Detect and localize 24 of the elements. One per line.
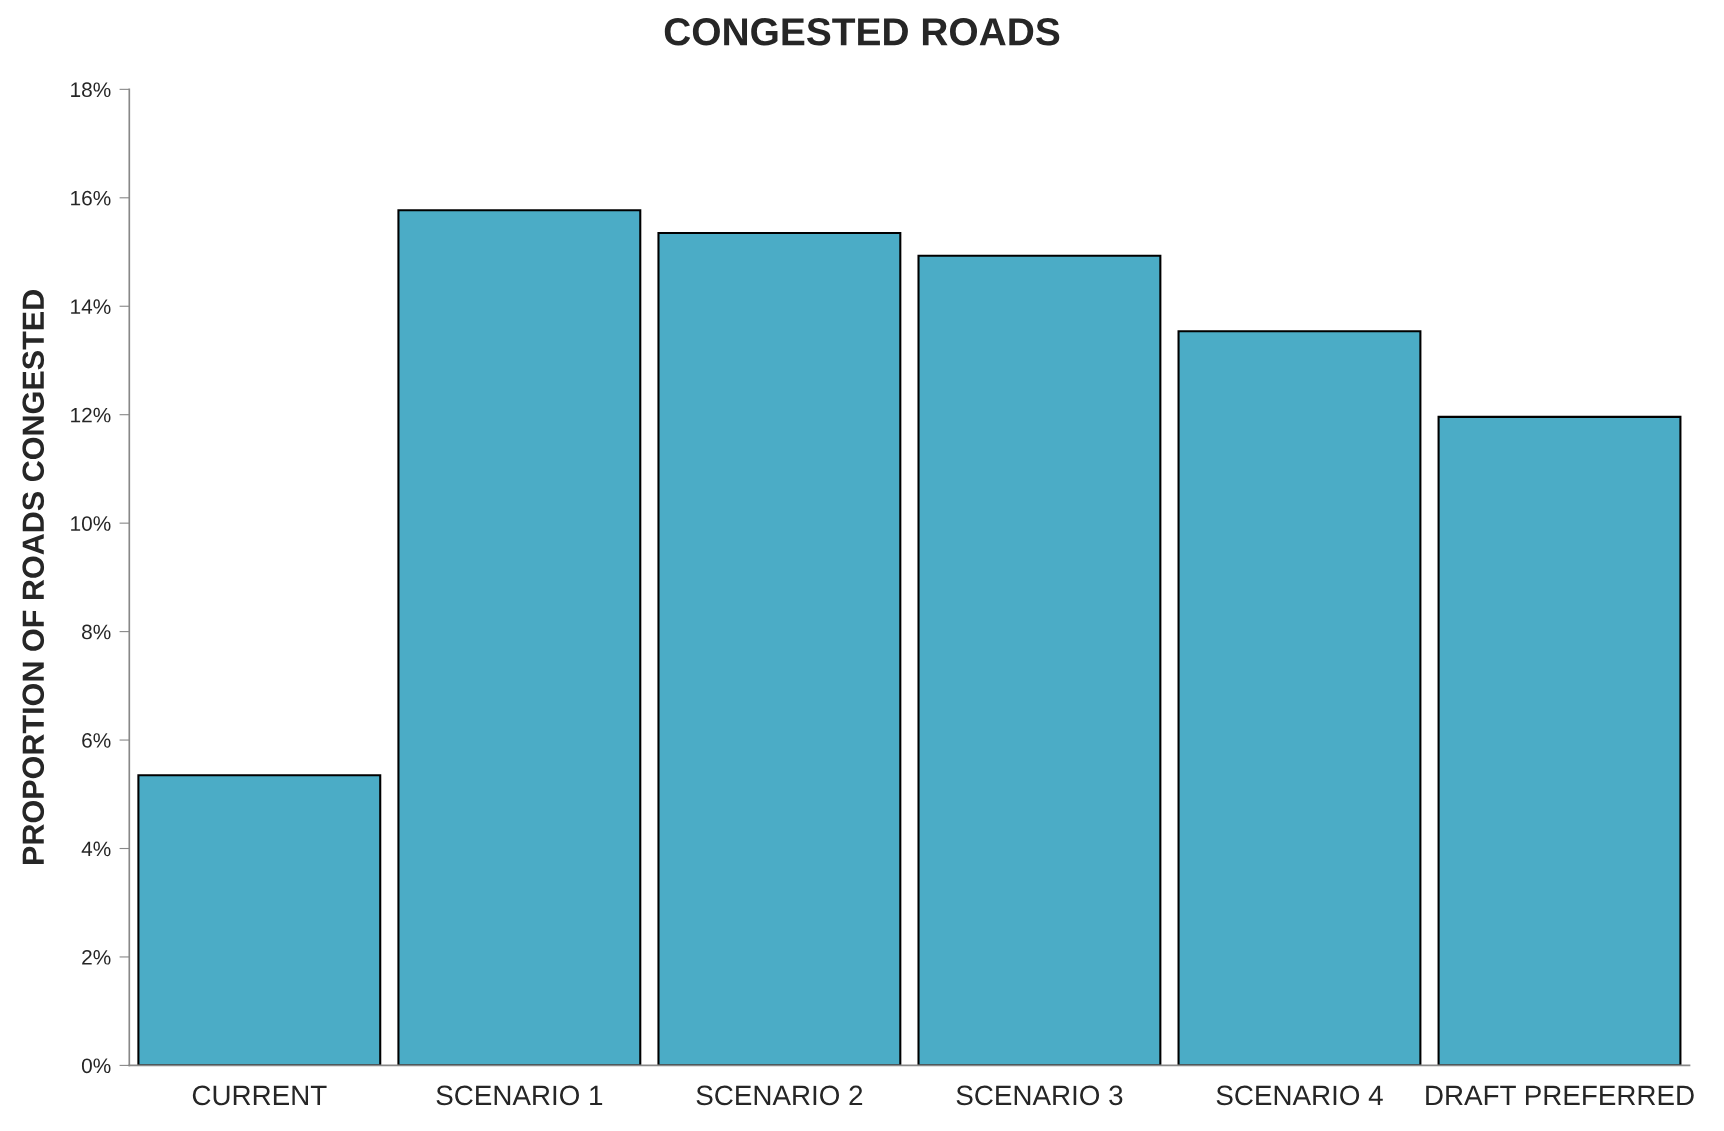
bar — [137, 774, 382, 1066]
y-tick-label: 2% — [82, 949, 111, 965]
bar — [657, 232, 902, 1066]
bar — [917, 254, 1162, 1066]
x-tick-label: SCENARIO 4 — [1216, 1085, 1383, 1106]
y-tick-label: 16% — [71, 190, 111, 206]
y-tick-label: 6% — [82, 733, 111, 748]
y-tick-label: 0% — [81, 1058, 111, 1074]
y-axis-title: PROPORTION OF ROADS CONGESTED — [22, 290, 45, 864]
bar — [397, 209, 642, 1066]
y-tick-label: 14% — [71, 299, 111, 314]
y-tick-label: 18% — [71, 82, 111, 98]
y-tick-label: 4% — [81, 841, 111, 857]
x-tick-label: SCENARIO 1 — [436, 1085, 603, 1106]
chart-title: CONGESTED ROADS — [664, 17, 1060, 46]
y-tick-label: 12% — [71, 407, 111, 423]
x-tick-label: SCENARIO 3 — [956, 1085, 1123, 1106]
x-tick-label: SCENARIO 2 — [696, 1085, 863, 1106]
y-tick-label: 8% — [82, 624, 111, 640]
x-tick-label: CURRENT — [192, 1085, 327, 1106]
y-tick-label: 10% — [71, 516, 111, 531]
x-tick-label: DRAFT PREFERRED — [1426, 1085, 1694, 1105]
bar — [1177, 330, 1422, 1066]
bar — [1437, 415, 1682, 1066]
